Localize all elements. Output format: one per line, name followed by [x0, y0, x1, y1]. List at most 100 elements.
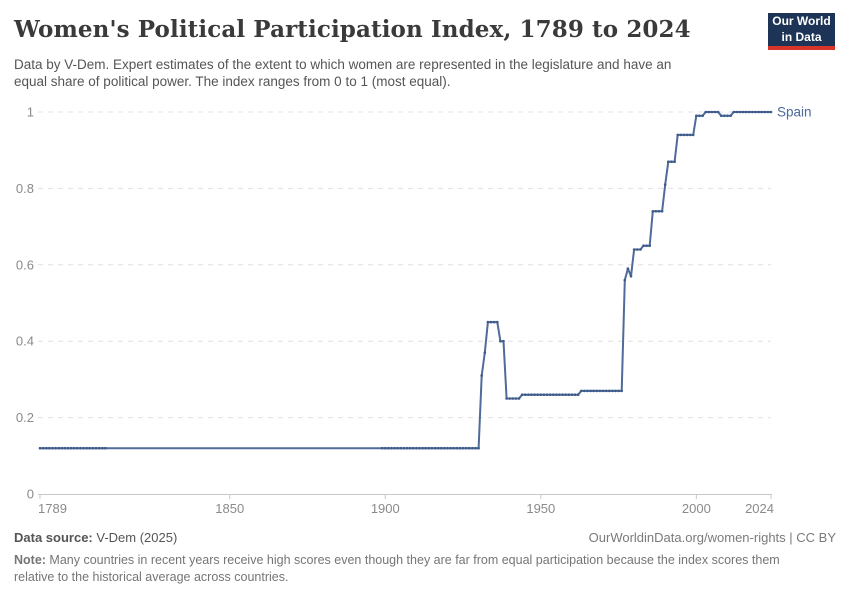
data-point: [396, 446, 400, 450]
data-point: [635, 248, 639, 251]
data-point: [452, 446, 456, 450]
data-point: [766, 110, 770, 114]
data-source-label: Data source:: [14, 530, 93, 545]
data-point: [598, 389, 602, 393]
data-point: [548, 393, 552, 397]
data-point: [505, 397, 508, 400]
data-point: [471, 446, 474, 450]
data-point: [747, 110, 751, 114]
data-point: [514, 397, 518, 400]
data-point: [701, 114, 704, 118]
data-point: [433, 446, 437, 450]
data-point: [769, 110, 773, 114]
data-point: [751, 110, 754, 114]
data-point: [707, 110, 711, 114]
data-point: [66, 446, 70, 450]
data-point: [54, 446, 57, 450]
data-point: [601, 389, 605, 393]
data-point: [620, 389, 623, 393]
data-point: [570, 393, 574, 397]
data-point: [726, 114, 729, 118]
data-point: [760, 110, 763, 114]
x-tick-label: 1950: [526, 501, 555, 516]
data-point: [645, 244, 648, 247]
data-point: [440, 446, 443, 450]
data-point: [595, 389, 599, 393]
data-point: [44, 446, 48, 450]
data-point: [667, 160, 670, 163]
data-point: [611, 389, 614, 393]
y-tick-label: 0.4: [16, 334, 34, 349]
data-point: [533, 393, 536, 397]
data-point: [744, 110, 748, 114]
data-point: [520, 393, 524, 397]
chart-note-line2: relative to the historical average acros…: [14, 569, 289, 584]
data-point: [405, 446, 409, 450]
data-point: [100, 446, 104, 450]
data-point: [763, 110, 767, 114]
data-point: [555, 393, 558, 397]
data-point: [536, 393, 539, 397]
data-source-value: V-Dem (2025): [92, 530, 178, 545]
data-source: Data source: V-Dem (2025): [14, 530, 177, 545]
data-point: [754, 110, 757, 114]
owid-citation-link[interactable]: OurWorldinData.org/women-rights | CC BY: [588, 530, 836, 545]
owid-logo-line1: Our World: [772, 13, 831, 28]
y-tick-label: 0.8: [16, 181, 34, 196]
chart-subtitle-line2: equal share of political power. The inde…: [14, 74, 451, 90]
y-tick-label: 0.6: [16, 257, 34, 272]
data-point: [517, 397, 521, 400]
data-point: [85, 446, 88, 450]
data-point: [614, 389, 617, 393]
data-point: [691, 133, 695, 137]
data-point: [387, 446, 390, 450]
x-tick-label: 1850: [215, 501, 244, 516]
data-point: [489, 320, 493, 324]
x-tick-label: 2000: [682, 501, 711, 516]
data-point: [455, 446, 459, 450]
data-point: [583, 389, 586, 393]
data-point: [72, 446, 76, 450]
data-point: [424, 446, 428, 450]
data-point: [663, 183, 667, 186]
data-point: [57, 446, 60, 450]
data-point: [511, 397, 515, 400]
data-point: [632, 248, 636, 251]
data-point: [741, 110, 745, 114]
data-point: [399, 446, 403, 450]
data-point: [41, 446, 45, 450]
data-point: [623, 278, 627, 282]
data-point: [670, 160, 673, 163]
x-tick-label: 2024: [745, 501, 774, 516]
data-point: [604, 389, 608, 393]
chart-footer: Data source: V-Dem (2025) OurWorldinData…: [14, 530, 836, 586]
data-point: [60, 446, 64, 450]
data-point: [592, 389, 595, 393]
data-point: [729, 114, 732, 118]
data-point: [716, 110, 720, 114]
data-point: [94, 446, 98, 450]
data-point: [558, 393, 561, 397]
data-point: [461, 446, 465, 450]
data-point: [738, 110, 742, 114]
data-point: [79, 446, 82, 450]
data-point: [468, 446, 471, 450]
data-point: [69, 446, 73, 450]
data-point: [483, 351, 487, 355]
x-tick-label: 1900: [371, 501, 400, 516]
data-point: [679, 133, 683, 137]
data-point: [492, 320, 496, 324]
data-point: [421, 446, 424, 450]
data-point: [104, 446, 107, 450]
data-point: [757, 110, 760, 114]
data-point: [723, 114, 726, 118]
data-point: [639, 248, 642, 251]
data-point: [486, 320, 490, 324]
data-point: [408, 446, 412, 450]
data-point: [626, 267, 630, 270]
data-point: [384, 446, 387, 450]
data-point: [415, 446, 418, 450]
x-tick-label: 1789: [38, 501, 67, 516]
data-point: [576, 393, 580, 397]
data-point: [449, 446, 452, 450]
